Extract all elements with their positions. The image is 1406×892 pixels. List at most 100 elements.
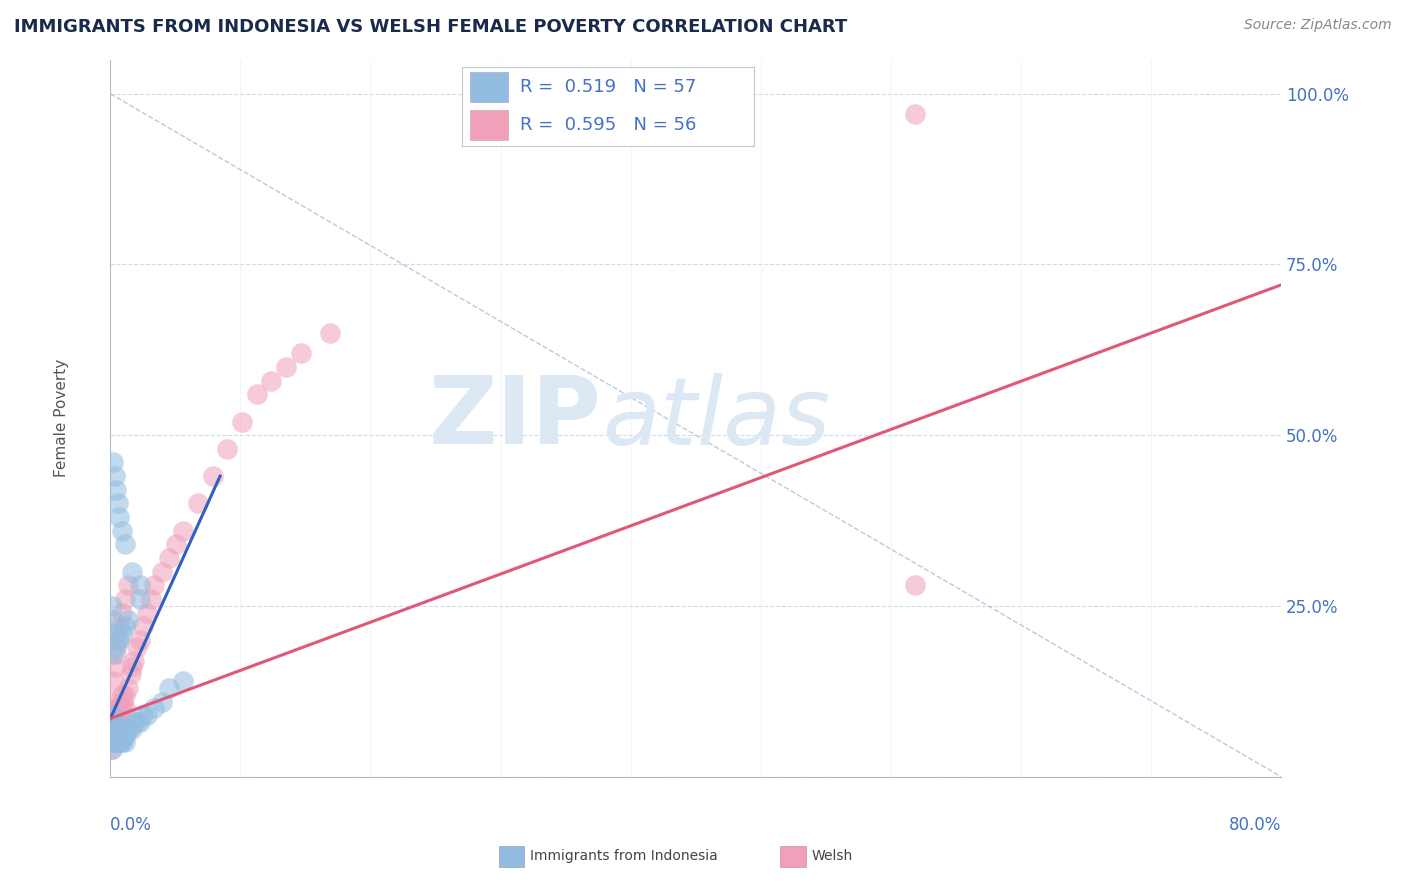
- Point: [114, 735, 136, 749]
- Point: [107, 722, 129, 736]
- Point: [107, 729, 129, 743]
- Point: [246, 387, 269, 401]
- Point: [108, 729, 131, 743]
- Text: ZIP: ZIP: [429, 372, 602, 464]
- Point: [150, 565, 173, 579]
- Text: 0.0%: 0.0%: [110, 816, 152, 834]
- Point: [121, 660, 143, 674]
- Point: [135, 606, 157, 620]
- Point: [104, 722, 127, 736]
- Point: [904, 107, 927, 121]
- Point: [217, 442, 239, 456]
- Point: [125, 714, 148, 729]
- Point: [103, 647, 125, 661]
- Text: Female Poverty: Female Poverty: [55, 359, 69, 477]
- Point: [172, 673, 194, 688]
- Point: [143, 701, 166, 715]
- Point: [103, 673, 125, 688]
- Point: [104, 714, 127, 729]
- Point: [107, 633, 129, 648]
- Point: [108, 714, 131, 729]
- Point: [103, 708, 125, 723]
- Point: [114, 701, 136, 715]
- Point: [101, 742, 124, 756]
- Point: [108, 701, 131, 715]
- Point: [117, 681, 139, 695]
- Point: [122, 714, 145, 729]
- Point: [114, 537, 136, 551]
- Point: [101, 714, 124, 729]
- Point: [101, 722, 124, 736]
- Point: [103, 708, 125, 723]
- Point: [101, 742, 124, 756]
- Point: [103, 613, 125, 627]
- Point: [128, 578, 150, 592]
- Point: [105, 735, 128, 749]
- Point: [131, 619, 153, 633]
- Point: [114, 688, 136, 702]
- Point: [103, 455, 125, 469]
- Point: [143, 578, 166, 592]
- Text: Immigrants from Indonesia: Immigrants from Indonesia: [530, 849, 718, 863]
- Point: [103, 722, 125, 736]
- Point: [111, 626, 134, 640]
- Point: [187, 496, 209, 510]
- Point: [172, 524, 194, 538]
- Point: [125, 640, 148, 654]
- Point: [105, 722, 128, 736]
- Point: [201, 469, 224, 483]
- Point: [105, 483, 128, 497]
- Point: [104, 626, 127, 640]
- Point: [117, 722, 139, 736]
- Point: [319, 326, 342, 340]
- Point: [904, 578, 927, 592]
- Point: [112, 694, 135, 708]
- Point: [108, 735, 131, 749]
- Point: [274, 359, 297, 374]
- Point: [231, 415, 253, 429]
- Point: [111, 701, 134, 715]
- Point: [114, 619, 136, 633]
- Point: [103, 735, 125, 749]
- Point: [114, 592, 136, 607]
- Point: [101, 735, 124, 749]
- Point: [121, 722, 143, 736]
- Point: [107, 735, 129, 749]
- Point: [114, 729, 136, 743]
- Point: [105, 729, 128, 743]
- Point: [110, 708, 132, 723]
- Text: atlas: atlas: [602, 373, 830, 464]
- Point: [128, 592, 150, 607]
- Point: [108, 510, 131, 524]
- Point: [128, 714, 150, 729]
- Point: [103, 722, 125, 736]
- Text: Welsh: Welsh: [811, 849, 852, 863]
- Point: [104, 469, 127, 483]
- Point: [290, 346, 312, 360]
- Bar: [499, 846, 524, 867]
- Point: [118, 722, 141, 736]
- Point: [105, 701, 128, 715]
- Point: [107, 708, 129, 723]
- Point: [104, 729, 127, 743]
- Point: [157, 551, 180, 566]
- Point: [104, 701, 127, 715]
- Point: [105, 729, 128, 743]
- Point: [111, 524, 134, 538]
- Point: [108, 633, 131, 648]
- Point: [117, 613, 139, 627]
- Point: [105, 640, 128, 654]
- Point: [165, 537, 187, 551]
- Point: [103, 694, 125, 708]
- Point: [150, 694, 173, 708]
- Point: [104, 729, 127, 743]
- Point: [101, 729, 124, 743]
- Point: [131, 708, 153, 723]
- Point: [110, 735, 132, 749]
- Point: [141, 592, 163, 607]
- Point: [122, 654, 145, 668]
- Point: [108, 619, 131, 633]
- Text: 80.0%: 80.0%: [1229, 816, 1281, 834]
- Point: [157, 681, 180, 695]
- Text: Source: ZipAtlas.com: Source: ZipAtlas.com: [1244, 18, 1392, 32]
